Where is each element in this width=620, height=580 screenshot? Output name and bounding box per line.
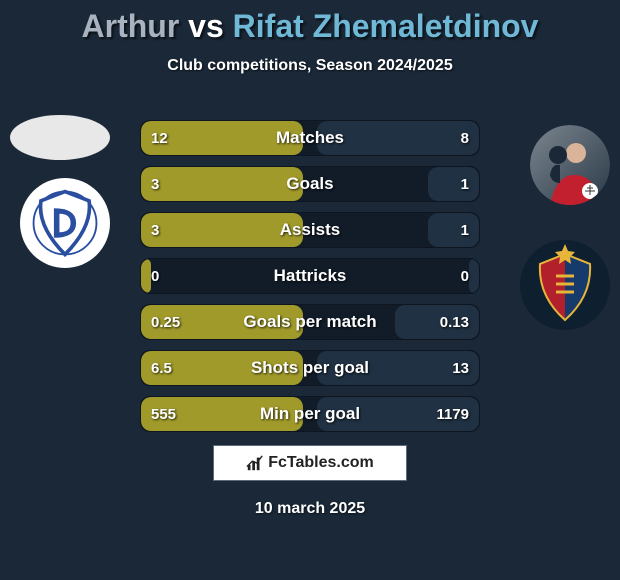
- bar-left-fill: [141, 259, 151, 293]
- player2-avatar-svg: [530, 125, 610, 205]
- player1-club-crest: [20, 178, 110, 268]
- subtitle: Club competitions, Season 2024/2025: [0, 57, 620, 75]
- chart-icon: [246, 454, 264, 472]
- bar-row: 128Matches: [140, 120, 480, 156]
- crest-left-svg: [28, 186, 102, 260]
- player2-club-crest: [520, 240, 610, 330]
- player2-name: Rifat Zhemaletdinov: [233, 8, 539, 44]
- bar-left-fill: [141, 213, 303, 247]
- brand-box[interactable]: FcTables.com: [213, 445, 407, 481]
- bar-left-fill: [141, 351, 303, 385]
- crest-right-svg: [520, 240, 610, 330]
- bar-right-fill: [469, 259, 479, 293]
- bar-right-fill: [317, 121, 479, 155]
- bar-left-value: 0: [151, 259, 159, 293]
- bar-right-value: 0: [461, 259, 469, 293]
- bar-left-fill: [141, 167, 303, 201]
- player2-avatar: [530, 125, 610, 205]
- bar-right-fill: [395, 305, 480, 339]
- bar-row: 0.250.13Goals per match: [140, 304, 480, 340]
- player1-avatar: [10, 115, 110, 160]
- comparison-bars: 128Matches 31Goals 31Assists 0 0Hattricks 0.2…: [140, 120, 480, 442]
- brand-text: FcTables.com: [268, 454, 374, 472]
- bar-right-fill: [317, 397, 479, 431]
- bar-label: Hattricks: [141, 259, 479, 293]
- bar-row: 0 0Hattricks: [140, 258, 480, 294]
- bar-right-fill: [428, 213, 479, 247]
- bar-left-fill: [141, 397, 303, 431]
- bar-row: 6.513Shots per goal: [140, 350, 480, 386]
- bar-left-fill: [141, 121, 303, 155]
- vs-text: vs: [188, 8, 224, 44]
- player1-name: Arthur: [82, 8, 180, 44]
- date-text: 10 march 2025: [0, 500, 620, 518]
- bar-right-fill: [317, 351, 479, 385]
- bar-row: 31Goals: [140, 166, 480, 202]
- bar-row: 5551179Min per goal: [140, 396, 480, 432]
- bar-left-fill: [141, 305, 303, 339]
- bar-right-fill: [428, 167, 479, 201]
- bar-row: 31Assists: [140, 212, 480, 248]
- page-title: Arthur vs Rifat Zhemaletdinov: [0, 0, 620, 45]
